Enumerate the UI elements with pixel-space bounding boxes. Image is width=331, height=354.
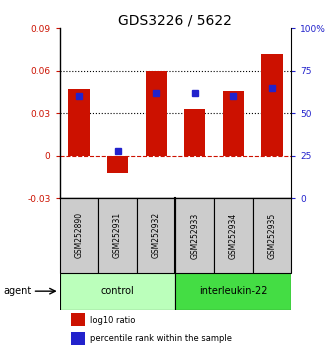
Bar	[71, 332, 85, 345]
Bar	[68, 89, 89, 156]
Text: percentile rank within the sample: percentile rank within the sample	[90, 334, 232, 343]
Text: GSM252935: GSM252935	[267, 212, 276, 258]
Bar	[253, 198, 291, 273]
Bar	[175, 198, 214, 273]
Bar	[214, 198, 253, 273]
Bar	[60, 273, 175, 310]
Text: log10 ratio: log10 ratio	[90, 316, 135, 325]
Text: GSM252933: GSM252933	[190, 212, 199, 258]
Bar	[137, 198, 175, 273]
Text: control: control	[101, 286, 134, 296]
Bar	[107, 156, 128, 173]
Text: GSM252931: GSM252931	[113, 212, 122, 258]
Bar	[146, 71, 167, 156]
Text: GSM252934: GSM252934	[229, 212, 238, 258]
Bar	[98, 198, 137, 273]
Text: interleukin-22: interleukin-22	[199, 286, 267, 296]
Text: GSM252890: GSM252890	[74, 212, 83, 258]
Text: agent: agent	[3, 286, 31, 296]
Bar	[223, 91, 244, 156]
Text: GSM252932: GSM252932	[152, 212, 161, 258]
Bar	[60, 198, 98, 273]
Bar	[184, 109, 205, 156]
Bar	[261, 54, 283, 156]
Title: GDS3226 / 5622: GDS3226 / 5622	[118, 13, 232, 27]
Bar	[71, 313, 85, 326]
Bar	[175, 273, 291, 310]
